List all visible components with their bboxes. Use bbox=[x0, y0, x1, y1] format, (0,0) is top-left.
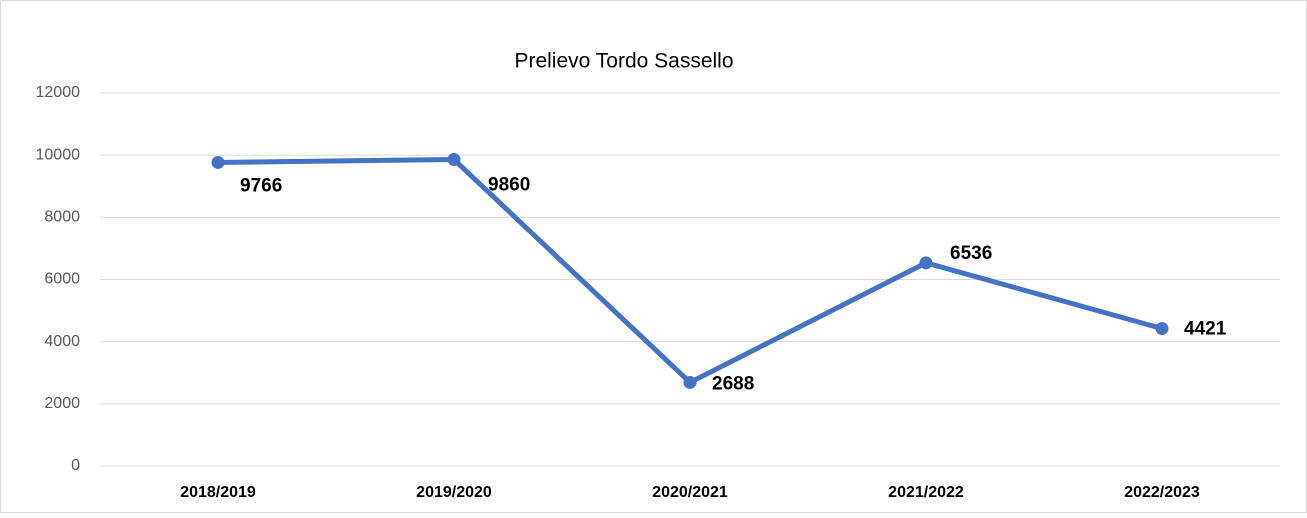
data-label: 4421 bbox=[1184, 319, 1227, 340]
y-tick-label: 6000 bbox=[44, 271, 80, 288]
x-tick-label: 2020/2021 bbox=[652, 484, 728, 501]
marker bbox=[447, 153, 461, 167]
y-tick-label: 2000 bbox=[44, 395, 80, 412]
chart-title: Prelievo Tordo Sassello bbox=[514, 50, 733, 73]
data-label: 2688 bbox=[712, 373, 754, 394]
marker bbox=[1155, 322, 1169, 336]
x-tick-label: 2019/2020 bbox=[416, 484, 492, 501]
x-tick-label: 2018/2019 bbox=[180, 484, 256, 501]
data-label: 6536 bbox=[950, 243, 992, 264]
data-label: 9766 bbox=[240, 175, 282, 196]
y-tick-label: 0 bbox=[71, 457, 80, 474]
y-tick-label: 8000 bbox=[44, 209, 80, 226]
marker bbox=[919, 256, 933, 270]
y-tick-label: 12000 bbox=[36, 84, 81, 101]
x-tick-label: 2021/2022 bbox=[888, 484, 964, 501]
marker bbox=[211, 155, 225, 169]
x-tick-label: 2022/2023 bbox=[1124, 484, 1200, 501]
data-label: 9860 bbox=[488, 175, 530, 196]
y-tick-label: 4000 bbox=[44, 333, 80, 350]
y-tick-label: 10000 bbox=[36, 146, 81, 163]
marker bbox=[683, 375, 697, 389]
